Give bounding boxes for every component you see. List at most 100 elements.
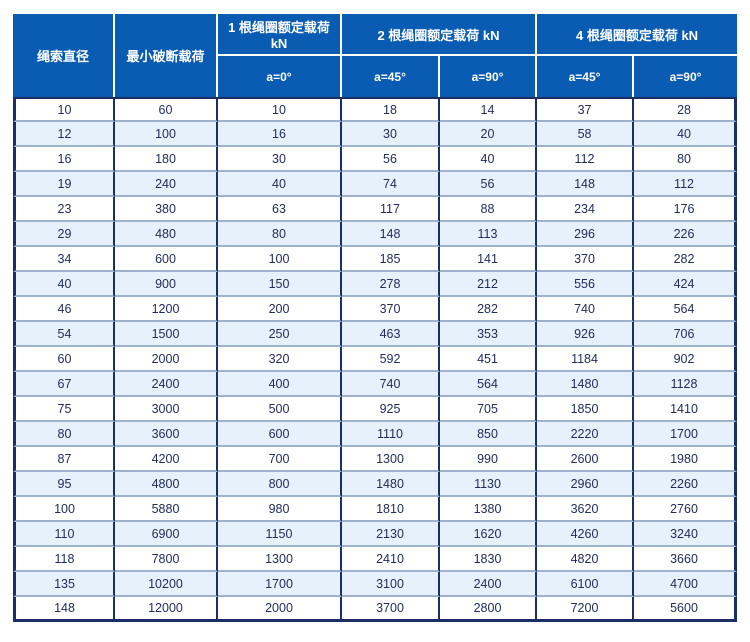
table-cell: 2260 (634, 472, 738, 497)
table-cell: 2220 (537, 422, 635, 447)
table-cell: 500 (218, 397, 342, 422)
table-cell: 4800 (115, 472, 218, 497)
table-cell: 6900 (115, 522, 218, 547)
table-row: 10 60 10 18 14 37 28 (13, 97, 738, 122)
table-cell: 100 (218, 247, 342, 272)
table-row: 148 12000 2000 3700 2800 7200 5600 (13, 597, 738, 622)
table-cell: 564 (440, 372, 538, 397)
table-cell: 67 (13, 372, 115, 397)
table-cell: 2400 (115, 372, 218, 397)
table-cell: 56 (342, 147, 440, 172)
table-row: 23 380 63 117 88 234 176 (13, 197, 738, 222)
header-group-2-leg: 2 根绳圈额定载荷 kN (342, 14, 538, 56)
header-min-breaking-load: 最小破断载荷 (115, 14, 218, 97)
table-cell: 112 (634, 172, 738, 197)
table-cell: 12 (13, 122, 115, 147)
table-cell: 370 (537, 247, 635, 272)
table-cell: 800 (218, 472, 342, 497)
table-cell: 4200 (115, 447, 218, 472)
table-cell: 1810 (342, 497, 440, 522)
header-rope-diameter: 绳索直径 (13, 14, 115, 97)
table-cell: 113 (440, 222, 538, 247)
table-cell: 135 (13, 572, 115, 597)
table-cell: 46 (13, 297, 115, 322)
table-cell: 700 (218, 447, 342, 472)
table-cell: 148 (13, 597, 115, 622)
table-cell: 40 (634, 122, 738, 147)
table-cell: 5600 (634, 597, 738, 622)
table-cell: 54 (13, 322, 115, 347)
table-cell: 1480 (342, 472, 440, 497)
table-cell: 185 (342, 247, 440, 272)
table-cell: 3000 (115, 397, 218, 422)
table-cell: 88 (440, 197, 538, 222)
table-cell: 2130 (342, 522, 440, 547)
table-row: 110 6900 1150 2130 1620 4260 3240 (13, 522, 738, 547)
table-cell: 12000 (115, 597, 218, 622)
table-cell: 7200 (537, 597, 635, 622)
table-cell: 1300 (342, 447, 440, 472)
table-cell: 282 (634, 247, 738, 272)
table-cell: 7800 (115, 547, 218, 572)
table-cell: 75 (13, 397, 115, 422)
table-cell: 380 (115, 197, 218, 222)
table-cell: 296 (537, 222, 635, 247)
table-cell: 1200 (115, 297, 218, 322)
header-angle-45-2leg: a=45° (342, 56, 440, 97)
table-row: 16 180 30 56 40 112 80 (13, 147, 738, 172)
table-row: 46 1200 200 370 282 740 564 (13, 297, 738, 322)
table-cell: 3600 (115, 422, 218, 447)
table-cell: 176 (634, 197, 738, 222)
table-cell: 2760 (634, 497, 738, 522)
table-header: 绳索直径 最小破断载荷 1 根绳圈额定载荷 kN 2 根绳圈额定载荷 kN 4 … (13, 14, 738, 97)
table-cell: 705 (440, 397, 538, 422)
table-cell: 234 (537, 197, 635, 222)
table-cell: 4260 (537, 522, 635, 547)
table-cell: 1130 (440, 472, 538, 497)
table-cell: 1110 (342, 422, 440, 447)
header-angle-90-2leg: a=90° (440, 56, 538, 97)
table-cell: 1700 (218, 572, 342, 597)
table-row: 87 4200 700 1300 990 2600 1980 (13, 447, 738, 472)
table-cell: 141 (440, 247, 538, 272)
table-cell: 6100 (537, 572, 635, 597)
table-row: 19 240 40 74 56 148 112 (13, 172, 738, 197)
table-row: 12 100 16 30 20 58 40 (13, 122, 738, 147)
table-cell: 1300 (218, 547, 342, 572)
table-cell: 926 (537, 322, 635, 347)
table-cell: 592 (342, 347, 440, 372)
table-cell: 1184 (537, 347, 635, 372)
table-cell: 600 (115, 247, 218, 272)
table-cell: 424 (634, 272, 738, 297)
table-cell: 3660 (634, 547, 738, 572)
header-group-row: 绳索直径 最小破断载荷 1 根绳圈额定载荷 kN 2 根绳圈额定载荷 kN 4 … (13, 14, 738, 97)
table-cell: 28 (634, 97, 738, 122)
table-cell: 3700 (342, 597, 440, 622)
table-cell: 706 (634, 322, 738, 347)
table-cell: 40 (440, 147, 538, 172)
table-cell: 40 (218, 172, 342, 197)
table-cell: 4700 (634, 572, 738, 597)
table-row: 29 480 80 148 113 296 226 (13, 222, 738, 247)
table-cell: 18 (342, 97, 440, 122)
table-cell: 740 (342, 372, 440, 397)
table-cell: 990 (440, 447, 538, 472)
table-cell: 282 (440, 297, 538, 322)
table-cell: 74 (342, 172, 440, 197)
header-group-4-leg: 4 根绳圈额定载荷 kN (537, 14, 738, 56)
table-cell: 56 (440, 172, 538, 197)
table-cell: 180 (115, 147, 218, 172)
table-cell: 100 (13, 497, 115, 522)
table-row: 75 3000 500 925 705 1850 1410 (13, 397, 738, 422)
table-cell: 40 (13, 272, 115, 297)
table-cell: 2600 (537, 447, 635, 472)
table-cell: 1380 (440, 497, 538, 522)
table-cell: 1500 (115, 322, 218, 347)
table-cell: 1128 (634, 372, 738, 397)
table-cell: 60 (13, 347, 115, 372)
table-cell: 980 (218, 497, 342, 522)
table-cell: 2000 (115, 347, 218, 372)
table-cell: 226 (634, 222, 738, 247)
header-angle-0: a=0° (218, 56, 342, 97)
table-cell: 2410 (342, 547, 440, 572)
